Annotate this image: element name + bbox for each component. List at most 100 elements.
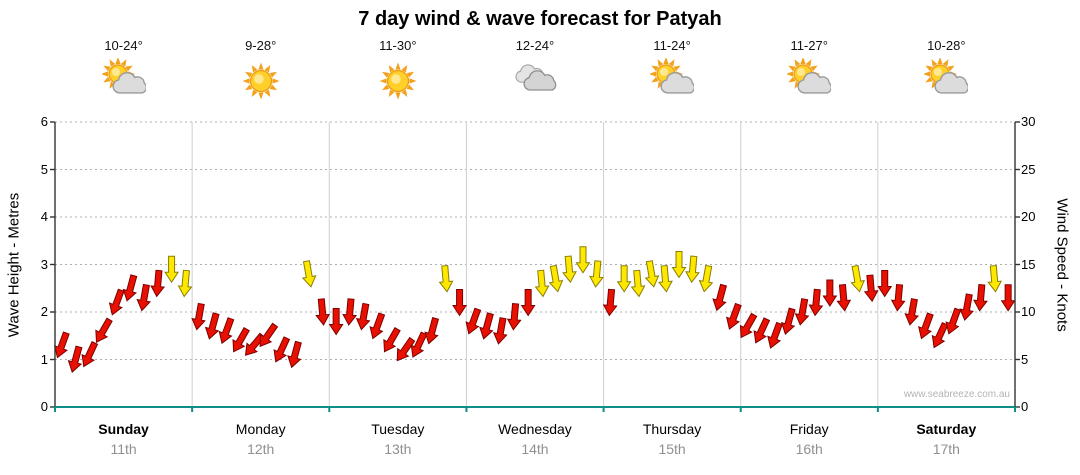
left-axis-tick: 0 [40, 399, 48, 414]
wind-arrow-red [767, 321, 783, 349]
wind-arrow-red [890, 283, 906, 312]
day-temp-range: 11-24° [653, 38, 691, 53]
day-labels-row: Sunday 11th Monday 12th Tuesday 13th Wed… [55, 421, 1015, 457]
wind-arrow-yellow [575, 246, 591, 274]
wind-arrow-yellow [438, 264, 454, 293]
wind-arrow-red [315, 298, 331, 326]
wind-arrow-red [287, 340, 302, 369]
wind-arrow-red [150, 269, 166, 298]
wind-arrow-red [328, 308, 344, 336]
wind-arrow-red [424, 317, 440, 345]
day-temp-range: 10-28° [927, 38, 966, 53]
wind-arrow-red [863, 274, 879, 303]
right-axis-tick: 20 [1021, 209, 1036, 224]
wind-arrow-yellow [616, 265, 632, 293]
right-axis-tick: 5 [1021, 351, 1029, 367]
wind-arrow-yellow [534, 269, 550, 298]
partly-cloudy-icon [100, 57, 147, 102]
wind-arrow-red [506, 302, 522, 331]
wind-arrow-red [204, 312, 220, 340]
left-axis-tick: 1 [40, 351, 48, 367]
day-column-header: 9-28° [192, 38, 329, 102]
left-axis-tick: 2 [40, 304, 48, 319]
wind-arrow-red [355, 302, 371, 331]
chart-title: 7 day wind & wave forecast for Patyah [358, 8, 722, 30]
wind-arrow-red [753, 317, 771, 344]
day-date: 14th [521, 441, 549, 457]
wind-arrow-red [726, 302, 742, 330]
wind-arrow-red [877, 270, 893, 298]
right-axis-tick: 10 [1021, 304, 1036, 319]
day-label: Thursday 15th [604, 421, 741, 457]
wind-arrow-yellow [644, 260, 660, 288]
left-axis-tick: 4 [40, 209, 48, 224]
wind-arrow-red [794, 298, 810, 326]
wind-arrow-red [136, 283, 152, 312]
day-temp-range: 11-27° [790, 38, 828, 53]
wind-arrow-red [95, 317, 113, 344]
day-name: Friday [789, 421, 829, 437]
wind-arrow-red [452, 289, 467, 317]
wind-arrow-red [479, 312, 494, 340]
cloudy-icon [513, 58, 557, 102]
wind-arrow-red [904, 298, 920, 326]
wind-arrow-red [410, 331, 428, 358]
wind-arrow-red [959, 293, 974, 321]
day-name: Tuesday [371, 421, 425, 437]
wind-arrow-yellow [630, 269, 646, 298]
wind-arrow-red [945, 307, 962, 335]
wind-arrow-red [739, 312, 758, 339]
wind-arrow-red [712, 283, 728, 312]
day-label: Friday 16th [741, 421, 878, 457]
day-temp-range: 10-24° [104, 38, 143, 53]
wind-arrow-red [931, 322, 949, 349]
wind-arrow-red [808, 288, 824, 317]
left-axis-tick: 6 [40, 114, 48, 129]
day-date: 13th [384, 441, 412, 457]
wind-arrow-yellow [685, 255, 700, 284]
wind-arrow-red [369, 312, 386, 340]
wind-arrow-yellow [562, 255, 577, 284]
wind-arrow-red [108, 288, 125, 316]
wind-arrow-yellow [658, 264, 673, 293]
right-axis-tick: 30 [1021, 114, 1036, 129]
wind-arrow-yellow [698, 264, 714, 293]
wind-arrow-red [122, 274, 138, 302]
wind-arrow-yellow [850, 264, 866, 293]
day-name: Monday [235, 421, 286, 437]
left-axis-tick: 3 [40, 256, 48, 272]
day-column-header: 12-24° [466, 38, 603, 102]
day-label: Saturday 17th [878, 421, 1015, 457]
day-name: Sunday [98, 421, 149, 437]
wind-arrow-red [259, 322, 279, 348]
wind-arrow-red [492, 317, 508, 345]
day-name: Saturday [916, 421, 977, 437]
partly-cloudy-icon [923, 57, 970, 102]
wind-arrow-red [520, 289, 536, 317]
wind-arrow-red [973, 283, 988, 312]
day-name: Wednesday [498, 421, 572, 437]
right-axis-tick: 15 [1021, 256, 1036, 272]
day-column-header: 10-28° [878, 38, 1015, 102]
wind-arrow-red [81, 341, 99, 368]
day-column-header: 10-24° [55, 38, 192, 102]
day-label: Sunday 11th [55, 421, 192, 457]
sunny-icon [376, 58, 420, 102]
right-axis-tick: 25 [1021, 161, 1036, 177]
right-axis-tick: 0 [1021, 399, 1029, 414]
wind-arrow-red [67, 345, 83, 373]
wind-arrow-red [780, 307, 796, 335]
wind-arrow-red [396, 336, 416, 362]
wind-arrow-yellow [671, 251, 687, 279]
wind-arrow-red [918, 312, 934, 340]
watermark: www.seabreeze.com.au [903, 389, 1010, 400]
wind-arrow-red [383, 327, 401, 353]
wind-arrow-yellow [548, 264, 564, 293]
day-temp-range: 9-28° [245, 38, 277, 53]
wind-arrow-red [836, 283, 852, 312]
wind-arrow-red [822, 279, 838, 307]
wind-arrow-red [273, 336, 291, 363]
day-column-header: 11-30° [329, 38, 466, 102]
